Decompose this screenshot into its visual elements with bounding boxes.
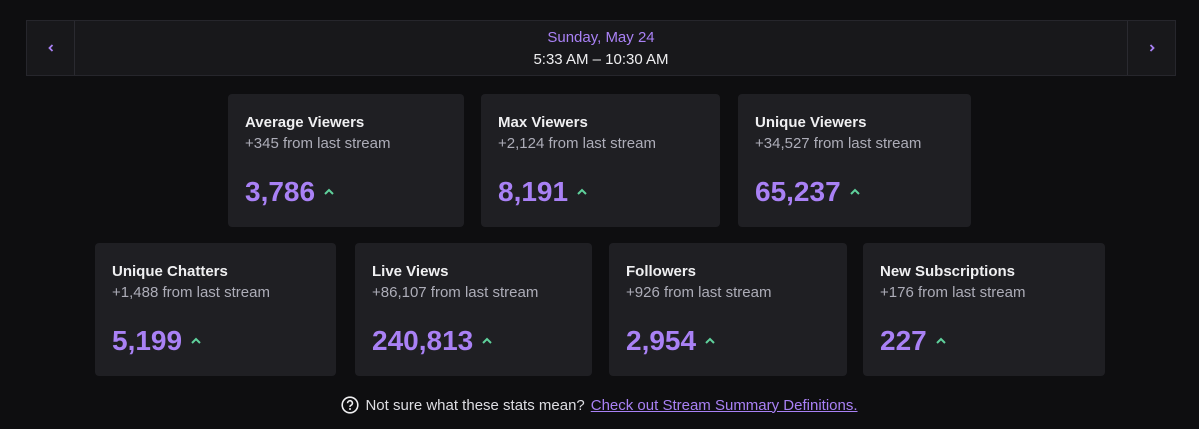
card-value: 65,237 xyxy=(755,176,841,207)
stat-card: Followers +926 from last stream 2,954 xyxy=(609,243,847,376)
card-title: Unique Viewers xyxy=(755,114,867,131)
card-title: Max Viewers xyxy=(498,114,588,131)
next-button[interactable] xyxy=(1127,21,1175,75)
card-delta: +86,107 from last stream xyxy=(372,284,539,301)
increase-caret xyxy=(849,188,860,195)
card-value-row: 8,191 xyxy=(498,176,588,208)
card-delta: +1,488 from last stream xyxy=(112,284,270,301)
card-title: Unique Chatters xyxy=(112,263,228,280)
card-title: Live Views xyxy=(372,263,449,280)
increase-caret xyxy=(705,337,715,344)
chevron-right xyxy=(1149,44,1155,52)
card-title: Followers xyxy=(626,263,697,280)
card-delta: +926 from last stream xyxy=(626,284,772,301)
increase-caret xyxy=(577,188,587,195)
card-title: New Subscriptions xyxy=(880,263,1016,280)
help-icon xyxy=(341,396,360,414)
footer: Not sure what these stats mean? Check ou… xyxy=(0,396,1199,414)
increase-caret xyxy=(324,188,334,195)
card-delta: +176 from last stream xyxy=(880,284,1026,301)
card-value-row: 2,954 xyxy=(626,325,716,357)
card-value: 5,199 xyxy=(112,325,183,356)
card-value: 227 xyxy=(880,325,927,356)
stat-card: Max Viewers +2,124 from last stream 8,191 xyxy=(481,94,720,227)
card-value-row: 5,199 xyxy=(112,325,202,357)
stat-card: Unique Viewers +34,527 from last stream 65… xyxy=(738,94,971,227)
card-value-row: 240,813 xyxy=(372,325,493,357)
date-navigator: Sunday, May 24 5:33 AM – 10:30 AM xyxy=(26,20,1176,76)
card-delta: +2,124 from last stream xyxy=(498,135,656,152)
stat-card: Live Views +86,107 from last stream 240,81… xyxy=(355,243,592,376)
card-value-row: 227 xyxy=(880,325,947,357)
card-value: 8,191 xyxy=(498,176,569,207)
card-value: 240,813 xyxy=(372,325,474,356)
card-value-row: 3,786 xyxy=(245,176,335,208)
increase-caret xyxy=(936,337,946,344)
stat-card: New Subscriptions +176 from last stream 22… xyxy=(863,243,1105,376)
card-delta: +345 from last stream xyxy=(245,135,391,152)
card-value: 3,786 xyxy=(245,176,316,207)
card-value-row: 65,237 xyxy=(755,176,861,208)
stat-card: Average Viewers +345 from last stream 3,78… xyxy=(228,94,464,227)
stream-time: 5:33 AM – 10:30 AM xyxy=(533,51,669,68)
increase-caret xyxy=(191,337,201,344)
stat-card: Unique Chatters +1,488 from last stream 5,… xyxy=(95,243,336,376)
footer-text: Not sure what these stats mean? xyxy=(365,396,585,414)
definitions-link[interactable]: Check out Stream Summary Definitions. xyxy=(590,396,858,414)
previous-button[interactable] xyxy=(27,21,75,75)
chevron-left xyxy=(47,44,53,52)
increase-caret xyxy=(482,337,492,344)
card-delta: +34,527 from last stream xyxy=(755,135,922,152)
card-value: 2,954 xyxy=(626,325,697,356)
card-title: Average Viewers xyxy=(245,114,365,131)
stream-date: Sunday, May 24 xyxy=(547,29,655,46)
